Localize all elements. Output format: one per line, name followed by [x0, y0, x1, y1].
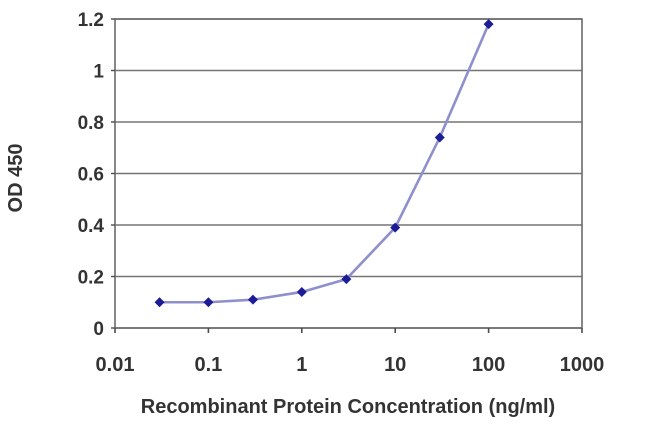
data-point-marker [203, 297, 214, 308]
y-tick-label: 1 [93, 62, 104, 83]
y-tick-label: 1.2 [78, 10, 104, 31]
y-tick-label: 0 [93, 319, 104, 340]
y-tick-label: 0.2 [78, 268, 104, 289]
data-point-marker [483, 19, 494, 30]
y-tick-label: 0.4 [78, 216, 105, 237]
data-point-marker [296, 286, 307, 297]
x-tick-label: 1 [296, 354, 307, 376]
data-point-marker [390, 222, 401, 233]
x-tick-label: 1000 [560, 354, 605, 376]
x-tick-label: 10 [384, 354, 406, 376]
axis-ticks [111, 18, 583, 333]
data-point-marker [154, 297, 165, 308]
y-tick-label: 0.6 [78, 165, 104, 186]
x-tick-label: 100 [472, 354, 505, 376]
data-series [154, 19, 494, 308]
x-tick-label: 0.01 [96, 354, 135, 376]
data-point-marker [247, 294, 258, 305]
y-axis-title: OD 450 [5, 144, 27, 213]
x-axis-title: Recombinant Protein Concentration (ng/ml… [141, 396, 555, 418]
y-tick-labels: 0 0.2 0.4 0.6 0.8 1 1.2 [78, 10, 105, 340]
series-line [159, 23, 490, 304]
data-point-marker [434, 132, 445, 143]
y-tick-label: 0.8 [78, 113, 104, 134]
x-tick-labels: 0.01 0.1 1 10 100 1000 [96, 354, 605, 376]
x-tick-label: 0.1 [194, 354, 222, 376]
data-point-marker [341, 274, 352, 285]
